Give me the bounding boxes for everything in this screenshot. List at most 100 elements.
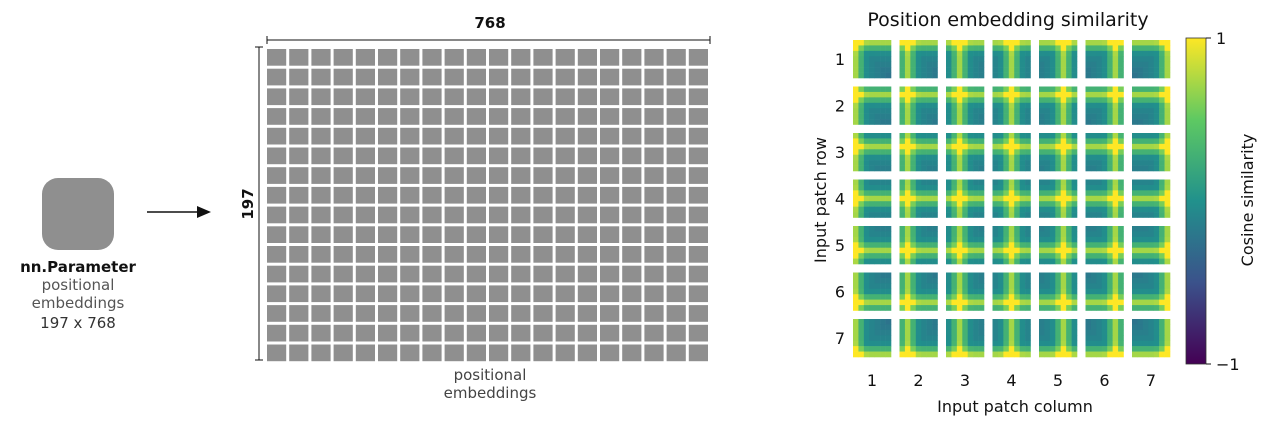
- embedding-cell: [600, 167, 620, 184]
- embedding-cell: [666, 88, 686, 106]
- embedding-cell: [355, 265, 375, 283]
- embedding-cell: [378, 206, 398, 224]
- embedding-cell: [422, 285, 442, 303]
- embedding-cell: [289, 68, 309, 86]
- similarity-tile: [853, 179, 892, 218]
- embedding-cell: [355, 324, 375, 342]
- embedding-cell: [422, 246, 442, 263]
- embedding-cell: [422, 305, 442, 322]
- embedding-cell: [688, 167, 708, 184]
- embedding-cell: [267, 147, 287, 165]
- embedding-cell: [622, 88, 642, 106]
- embedding-cell: [289, 127, 309, 145]
- embedding-cell: [511, 68, 531, 86]
- embedding-cell: [466, 108, 486, 125]
- embedding-cell: [378, 285, 398, 303]
- embedding-cell: [400, 285, 420, 303]
- embedding-cell: [644, 88, 664, 106]
- embedding-cell: [622, 285, 642, 303]
- embedding-cell: [311, 206, 331, 224]
- embedding-cell: [489, 68, 509, 86]
- embedding-cell: [400, 324, 420, 342]
- y-tick-label: 3: [835, 143, 845, 162]
- y-tick-label: 7: [835, 329, 845, 348]
- embedding-cell: [666, 324, 686, 342]
- embedding-cell: [422, 49, 442, 66]
- embedding-cell: [378, 265, 398, 283]
- embedding-cell: [489, 305, 509, 322]
- embedding-cell: [355, 344, 375, 362]
- embedding-cell: [600, 147, 620, 165]
- embedding-cell: [422, 265, 442, 283]
- embedding-cell: [666, 186, 686, 204]
- embedding-cell: [577, 127, 597, 145]
- similarity-tile: [899, 133, 938, 172]
- embedding-cell: [444, 344, 464, 362]
- embedding-cell: [600, 49, 620, 66]
- embedding-cell: [600, 305, 620, 322]
- similarity-tile: [992, 86, 1031, 125]
- embedding-cell: [511, 324, 531, 342]
- embedding-cell: [489, 226, 509, 243]
- embedding-cell: [400, 344, 420, 362]
- embedding-cell: [688, 305, 708, 322]
- embedding-cell: [422, 324, 442, 342]
- embedding-cell: [311, 324, 331, 342]
- embedding-cell: [267, 246, 287, 263]
- y-tick-label: 5: [835, 236, 845, 255]
- embedding-cell: [400, 88, 420, 106]
- embedding-cell: [400, 186, 420, 204]
- embedding-cell: [422, 206, 442, 224]
- colorbar-min-label: −1: [1216, 355, 1240, 374]
- embedding-cell: [555, 68, 575, 86]
- embedding-cell: [511, 305, 531, 322]
- embedding-cell: [466, 344, 486, 362]
- similarity-tile: [1132, 40, 1171, 79]
- embedding-cell: [600, 226, 620, 243]
- embedding-cell: [489, 167, 509, 184]
- similarity-tile: [1085, 319, 1124, 358]
- embedding-cell: [466, 88, 486, 106]
- embedding-cell: [622, 206, 642, 224]
- embedding-cell: [533, 127, 553, 145]
- embedding-cell: [577, 265, 597, 283]
- embedding-cell: [466, 206, 486, 224]
- embedding-cell: [444, 186, 464, 204]
- similarity-tile: [899, 179, 938, 218]
- embedding-cell: [267, 186, 287, 204]
- embedding-cell: [666, 127, 686, 145]
- embedding-cell: [311, 285, 331, 303]
- embedding-cell: [533, 147, 553, 165]
- similarity-tile: [899, 86, 938, 125]
- embedding-cell: [267, 68, 287, 86]
- embedding-cell: [466, 305, 486, 322]
- embedding-cell: [555, 127, 575, 145]
- embedding-cell: [333, 167, 353, 184]
- embedding-cell: [555, 246, 575, 263]
- x-tick-label: 4: [1006, 371, 1016, 390]
- embedding-cell: [688, 206, 708, 224]
- embedding-cell: [267, 127, 287, 145]
- embedding-cell: [466, 186, 486, 204]
- embedding-cell: [267, 226, 287, 243]
- similarity-tile: [899, 319, 938, 358]
- embedding-cell: [622, 68, 642, 86]
- similarity-tile: [1132, 86, 1171, 125]
- embedding-cell: [355, 206, 375, 224]
- embedding-cell: [688, 108, 708, 125]
- embedding-cell: [422, 167, 442, 184]
- colorbar-max-label: 1: [1216, 29, 1226, 48]
- similarity-tile: [1132, 133, 1171, 172]
- embedding-cell: [466, 265, 486, 283]
- embedding-cell: [333, 305, 353, 322]
- embedding-cell: [555, 49, 575, 66]
- embedding-cell: [289, 246, 309, 263]
- embedding-cell: [533, 265, 553, 283]
- embedding-cell: [577, 285, 597, 303]
- embedding-cell: [489, 186, 509, 204]
- embedding-cell: [600, 265, 620, 283]
- embedding-cell: [311, 305, 331, 322]
- embedding-cell: [444, 226, 464, 243]
- embedding-cell: [622, 265, 642, 283]
- embedding-cell: [577, 147, 597, 165]
